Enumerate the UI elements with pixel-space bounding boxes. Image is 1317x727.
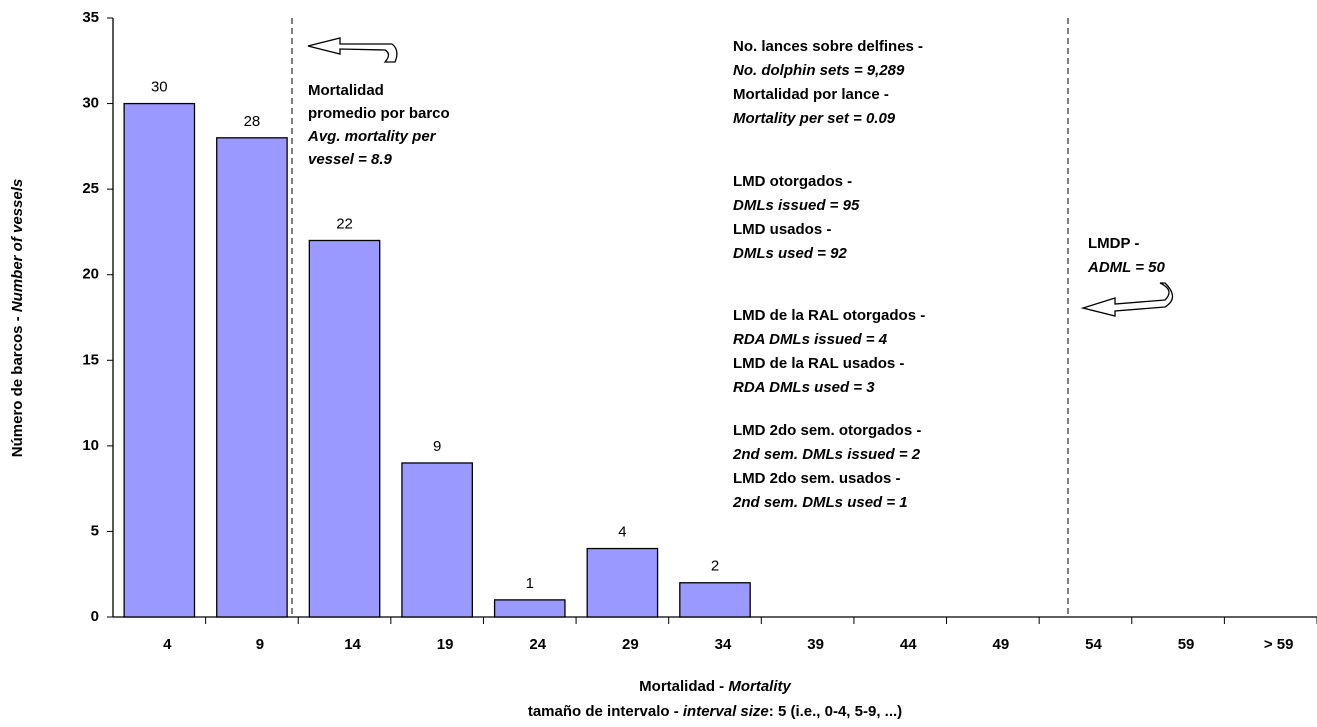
x-tick-label: > 59 [1264, 636, 1294, 653]
label-part: Mortality [728, 678, 791, 695]
x-tick-label: 9 [256, 636, 264, 653]
y-tick-label: 0 [91, 608, 99, 625]
label-part: Mortalidad - [639, 678, 728, 695]
bar [493, 599, 566, 618]
x-tick-label: 34 [715, 636, 732, 653]
data-label: 22 [336, 215, 353, 232]
label-part: Number of vessels [9, 179, 26, 312]
data-label: 2 [711, 558, 719, 575]
bar [586, 547, 659, 618]
label-part: Número de barcos - [9, 312, 26, 457]
y-tick-label: 10 [82, 437, 99, 454]
data-label: 28 [244, 113, 261, 130]
axis-label: Número de barcos - Number of vessels [9, 179, 26, 457]
axis-label: tamaño de intervalo - interval size: 5 (… [528, 703, 902, 720]
axis-label: Mortalidad - Mortality [639, 678, 791, 695]
annotation: DMLs used = 92 [733, 245, 847, 262]
x-tick-label: 24 [529, 636, 546, 653]
annotation: DMLs issued = 95 [733, 197, 860, 214]
annotation: LMD de la RAL usados - [733, 355, 904, 372]
data-label: 4 [618, 524, 626, 541]
annotation: Mortality per set = 0.09 [733, 110, 896, 127]
annotation: No. dolphin sets = 9,289 [733, 62, 905, 79]
annotation: Avg. mortality per [307, 128, 437, 145]
y-tick-label: 35 [82, 9, 99, 26]
data-label: 9 [433, 438, 441, 455]
annotation: promedio por barco [308, 105, 450, 122]
y-tick-label: 25 [82, 180, 99, 197]
annotation: No. lances sobre delfines - [733, 38, 923, 55]
bar [216, 137, 288, 618]
x-tick-label: 59 [1178, 636, 1195, 653]
label-part: tamaño de intervalo - [528, 703, 683, 720]
x-tick-label: 54 [1085, 636, 1102, 653]
arrow [1080, 282, 1174, 317]
label-part: interval size [683, 703, 769, 720]
annotation: Mortalidad por lance - [733, 86, 889, 103]
x-tick-label: 29 [622, 636, 639, 653]
data-label: 30 [151, 79, 168, 96]
annotation: LMDP - [1088, 235, 1139, 252]
annotation: 2nd sem. DMLs issued = 2 [732, 446, 921, 463]
x-tick-label: 39 [807, 636, 824, 653]
data-label: 1 [526, 575, 534, 592]
bar [679, 582, 751, 618]
bar [401, 462, 473, 618]
annotation: LMD 2do sem. otorgados - [733, 422, 921, 439]
bar [123, 102, 196, 618]
annotation: ADML = 50 [1087, 259, 1165, 276]
x-tick-label: 4 [163, 636, 172, 653]
bar [308, 239, 381, 618]
annotation: RDA DMLs used = 3 [733, 379, 875, 396]
y-tick-label: 15 [82, 351, 99, 368]
annotation: vessel = 8.9 [308, 151, 392, 168]
y-tick-label: 5 [91, 522, 99, 539]
x-tick-label: 19 [437, 636, 454, 653]
label-part: : 5 (i.e., 0-4, 5-9, ...) [769, 703, 902, 720]
y-tick-label: 20 [82, 266, 99, 283]
annotation: LMD 2do sem. usados - [733, 470, 901, 487]
annotation: RDA DMLs issued = 4 [733, 331, 888, 348]
arrow [307, 37, 398, 63]
annotation: Mortalidad [308, 82, 384, 99]
annotation: LMD de la RAL otorgados - [733, 307, 925, 324]
x-tick-label: 44 [900, 636, 917, 653]
annotation: LMD otorgados - [733, 173, 852, 190]
annotation: 2nd sem. DMLs used = 1 [732, 494, 908, 511]
y-tick-label: 30 [82, 95, 99, 112]
x-tick-label: 14 [344, 636, 361, 653]
annotation: LMD usados - [733, 221, 831, 238]
x-tick-label: 49 [993, 636, 1010, 653]
